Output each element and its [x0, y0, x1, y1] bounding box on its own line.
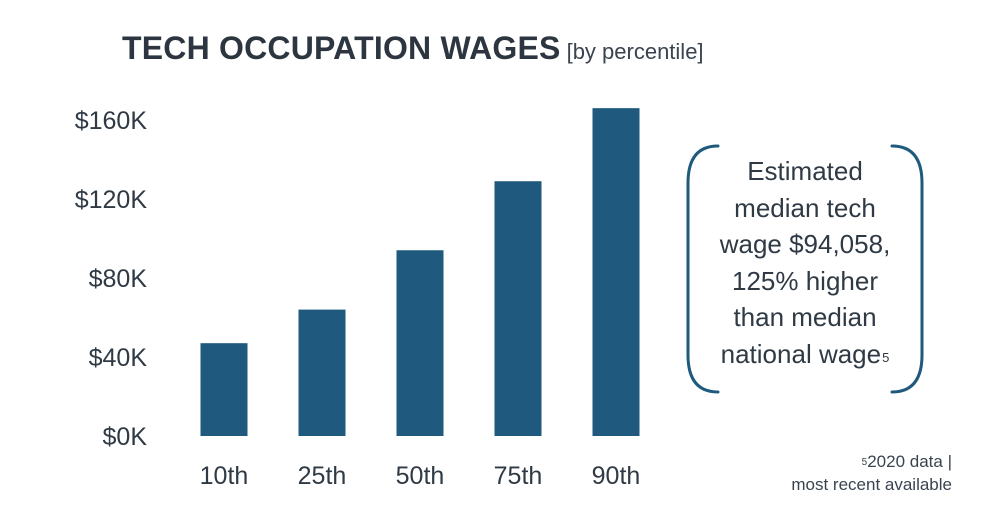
y-tick-label: $160K — [75, 107, 148, 135]
chart-subtitle: [by percentile] — [566, 39, 704, 64]
callout-line: median tech — [734, 192, 876, 223]
footnote: 52020 data | most recent available — [791, 450, 952, 496]
footnote-marker: 5 — [861, 457, 868, 468]
callout-right-bracket — [890, 144, 924, 394]
x-tick-label: 50th — [396, 462, 445, 490]
y-tick-label: $120K — [75, 186, 148, 214]
x-tick-label: 75th — [494, 462, 543, 490]
bar-50th — [396, 250, 444, 436]
bar-10th — [200, 343, 248, 436]
footnote-line-1: 52020 data | — [791, 450, 952, 473]
y-tick-label: $40K — [89, 344, 148, 372]
callout-text: Estimated median tech wage $94,058, 125%… — [684, 153, 926, 372]
chart-title-main: TECH OCCUPATION WAGES — [122, 30, 561, 66]
callout-line: than median — [733, 302, 877, 332]
x-tick-label: 25th — [298, 462, 347, 490]
footnote-line-2: most recent available — [791, 475, 952, 494]
x-tick-label: 10th — [200, 462, 249, 490]
chart-title: TECH OCCUPATION WAGES [by percentile] — [122, 30, 704, 67]
callout-line: Estimated — [747, 156, 863, 186]
callout-line-last: national wage5 — [684, 336, 926, 373]
callout-brackets — [686, 144, 924, 394]
bar-90th — [592, 108, 640, 437]
callout-line: national wage — [720, 338, 882, 369]
y-tick-label: $80K — [89, 265, 148, 293]
callout-left-bracket — [686, 144, 720, 394]
bar-25th — [298, 309, 346, 436]
callout-line: 125% higher — [732, 265, 878, 296]
footnote-text-1: 2020 data | — [867, 452, 952, 471]
bar-75th — [494, 181, 542, 436]
callout-box: Estimated median tech wage $94,058, 125%… — [684, 143, 926, 395]
callout-footnote-marker: 5 — [882, 349, 890, 365]
callout-line: wage $94,058, — [719, 229, 891, 259]
y-tick-label: $0K — [103, 423, 148, 451]
x-tick-label: 90th — [592, 462, 641, 490]
